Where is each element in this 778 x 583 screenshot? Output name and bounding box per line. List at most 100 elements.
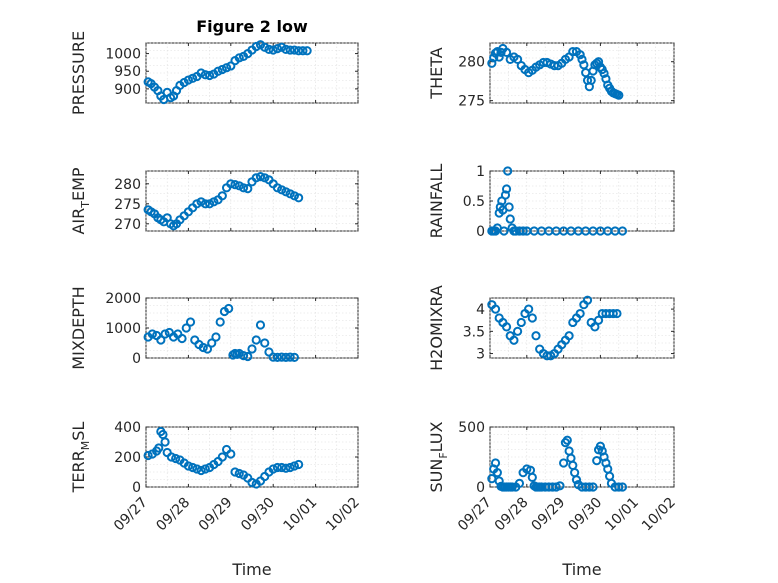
data-point xyxy=(198,342,208,353)
data-point xyxy=(255,172,266,182)
data-point xyxy=(285,462,295,473)
y-tick-label: 3 xyxy=(476,347,485,363)
data-point xyxy=(501,184,512,194)
y-tick-label: 280 xyxy=(114,177,141,193)
data-point xyxy=(230,180,240,190)
x-tick-label: 09/30 xyxy=(565,495,605,535)
data-point xyxy=(524,304,534,314)
x-tick-label: 10/01 xyxy=(281,495,321,535)
data-point xyxy=(504,202,514,212)
data-point xyxy=(213,66,223,76)
data-point xyxy=(217,191,227,201)
data-point xyxy=(183,461,193,471)
data-point xyxy=(234,468,244,479)
data-point xyxy=(527,313,537,323)
y-axis-label: RAINFALL xyxy=(427,164,446,239)
data-point xyxy=(215,317,225,327)
data-point xyxy=(617,482,628,492)
data-point xyxy=(226,449,236,459)
subplot-mixdepth: 0 1000 2000 MIXDEPTH xyxy=(69,286,359,370)
y-axis-label-main: SUN xyxy=(427,459,446,493)
y-axis-label-tail: SL xyxy=(69,422,88,441)
y-axis-label-main: RAINFALL xyxy=(427,164,446,239)
data-point xyxy=(289,45,299,55)
x-tick-label: 09/28 xyxy=(153,495,193,535)
data-point xyxy=(272,352,283,362)
data-point xyxy=(226,179,236,189)
data-point xyxy=(154,443,164,453)
y-tick-label: 0.5 xyxy=(463,194,485,210)
data-point xyxy=(238,351,249,361)
data-point xyxy=(592,456,602,466)
data-point xyxy=(501,47,512,57)
data-point xyxy=(183,75,193,85)
data-point xyxy=(251,173,261,183)
data-point xyxy=(617,226,628,236)
y-tick-label: 1000 xyxy=(105,321,141,337)
data-point xyxy=(590,322,600,332)
data-point xyxy=(487,58,497,68)
data-point xyxy=(147,329,157,339)
data-point xyxy=(531,331,541,341)
y-tick-label: 4 xyxy=(476,302,485,318)
y-tick-label: 0 xyxy=(132,351,141,367)
data-point xyxy=(575,308,585,319)
data-point xyxy=(555,481,565,491)
data-point xyxy=(238,183,249,193)
data-point xyxy=(268,464,278,474)
y-tick-label: 2000 xyxy=(105,291,141,307)
x-tick-label: 09/29 xyxy=(196,495,236,535)
y-tick-label: 0 xyxy=(476,224,485,240)
data-point xyxy=(200,464,210,474)
data-point xyxy=(516,317,526,328)
subplot-terr-msl: 0 200 400 09/27 09/28 09/29 09/30 10/01 10/02 Tim… xyxy=(69,420,363,579)
data-point xyxy=(571,475,582,485)
data-point xyxy=(188,73,198,83)
data-point xyxy=(181,323,191,333)
data-point xyxy=(527,472,537,482)
y-axis-label-main: MIXDEPTH xyxy=(69,286,88,369)
y-axis-label: AIRTEMP xyxy=(69,167,92,234)
y-axis-label-main: AIR xyxy=(69,208,88,235)
data-point xyxy=(509,335,519,345)
data-point xyxy=(294,46,304,56)
subplot-air-temp: 270 275 280 AIRTEMP xyxy=(69,167,359,235)
y-tick-label: 400 xyxy=(114,420,141,436)
data-point xyxy=(200,70,210,80)
data-point xyxy=(247,344,257,354)
data-point xyxy=(285,352,295,362)
data-point xyxy=(562,435,572,445)
y-axis-label-main: TERR xyxy=(69,450,88,493)
data-point xyxy=(501,322,512,332)
data-point xyxy=(272,44,283,54)
x-tick-label: 10/02 xyxy=(323,495,363,535)
data-point xyxy=(255,320,266,330)
y-axis-label-subscript: M xyxy=(79,441,92,451)
x-axis-label: Time xyxy=(561,560,601,579)
subplot-theta: 275 280 THETA xyxy=(427,42,675,110)
y-axis-label-tail: EMP xyxy=(69,167,88,201)
data-point xyxy=(593,57,604,67)
y-tick-label: 275 xyxy=(458,94,485,110)
y-tick-label: 200 xyxy=(114,450,141,466)
y-axis-label: THETA xyxy=(427,47,446,99)
data-point xyxy=(490,304,501,314)
y-tick-label: 1000 xyxy=(105,47,141,63)
data-point xyxy=(264,44,274,54)
y-tick-label: 0 xyxy=(476,480,485,496)
y-tick-label: 275 xyxy=(114,197,141,213)
data-point xyxy=(593,315,604,325)
data-point xyxy=(614,482,624,492)
data-point xyxy=(302,46,312,56)
data-point xyxy=(494,52,504,62)
y-tick-label: 900 xyxy=(114,82,141,98)
data-point xyxy=(243,351,253,362)
y-axis-label-main: H2OMIXRA xyxy=(427,285,446,371)
data-point xyxy=(205,70,215,81)
data-point xyxy=(500,190,511,200)
y-axis-label-main: THETA xyxy=(427,47,446,99)
data-point xyxy=(268,352,278,362)
data-point xyxy=(202,344,213,354)
